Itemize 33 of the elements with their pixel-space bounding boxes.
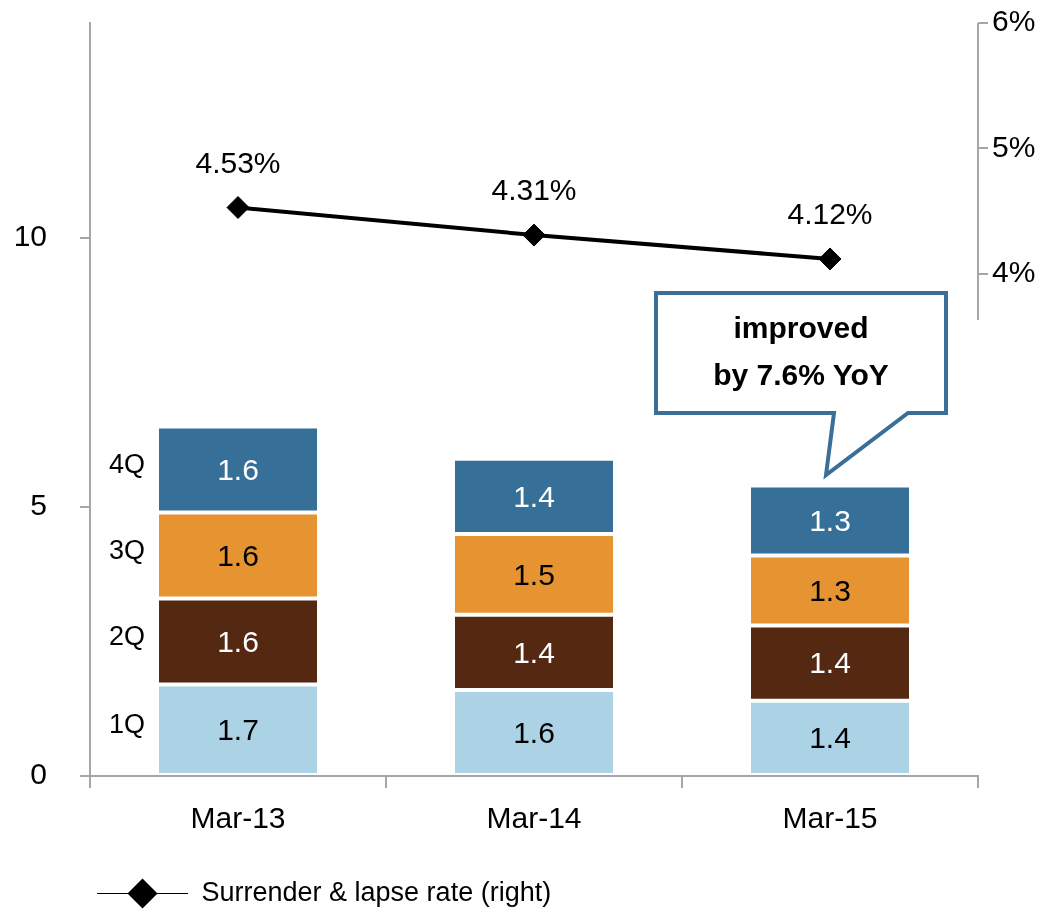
series-label: 3Q [108,534,145,565]
legend-label: Surrender & lapse rate (right) [201,876,552,907]
x-tick-label: Mar-14 [486,801,582,835]
data-label: 1.6 [217,538,259,572]
data-label: 4.53% [195,145,281,179]
series-label: 4Q [108,448,145,479]
y2-tick-label: 6% [992,4,1036,38]
y-tick-label: 5 [30,488,47,522]
data-label: 4.31% [491,173,577,207]
data-label: 1.6 [217,452,259,486]
y2-tick-label: 4% [992,255,1036,289]
data-label: 1.6 [217,624,259,658]
x-tick-label: Mar-15 [782,801,878,835]
point [818,247,842,271]
data-label: 1.6 [513,715,555,749]
point [522,223,546,247]
y2-tick-label: 5% [992,129,1036,163]
data-label: 1.4 [513,479,555,513]
annotation: improved by 7.6% YoY [713,310,889,391]
y-tick-label: 0 [30,757,47,791]
data-label: 1.7 [217,713,259,747]
series-label: 2Q [108,620,145,651]
x-tick-label: Mar-13 [190,801,286,835]
data-label: 1.5 [513,557,555,591]
data-label: 1.4 [809,721,851,755]
y-tick-label: 10 [13,219,47,253]
data-label: 1.4 [513,635,555,669]
data-label: 1.4 [809,646,851,680]
data-label: 4.12% [787,197,873,231]
data-label: 1.3 [809,573,851,607]
series-label: 1Q [108,709,145,740]
point [226,195,250,219]
data-label: 1.3 [809,503,851,537]
